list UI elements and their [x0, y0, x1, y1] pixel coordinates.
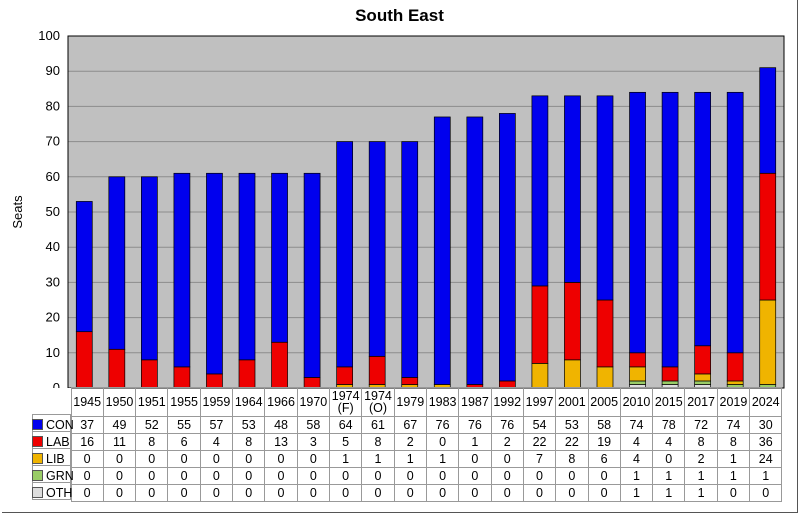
svg-text:10: 10	[46, 345, 60, 360]
svg-text:60: 60	[46, 169, 60, 184]
svg-text:50: 50	[46, 204, 60, 219]
svg-text:Seats: Seats	[10, 195, 25, 229]
svg-text:30: 30	[46, 274, 60, 289]
svg-text:40: 40	[46, 239, 60, 254]
svg-text:90: 90	[46, 63, 60, 78]
svg-text:20: 20	[46, 310, 60, 325]
svg-text:70: 70	[46, 134, 60, 149]
svg-text:80: 80	[46, 98, 60, 113]
svg-text:100: 100	[38, 28, 60, 43]
